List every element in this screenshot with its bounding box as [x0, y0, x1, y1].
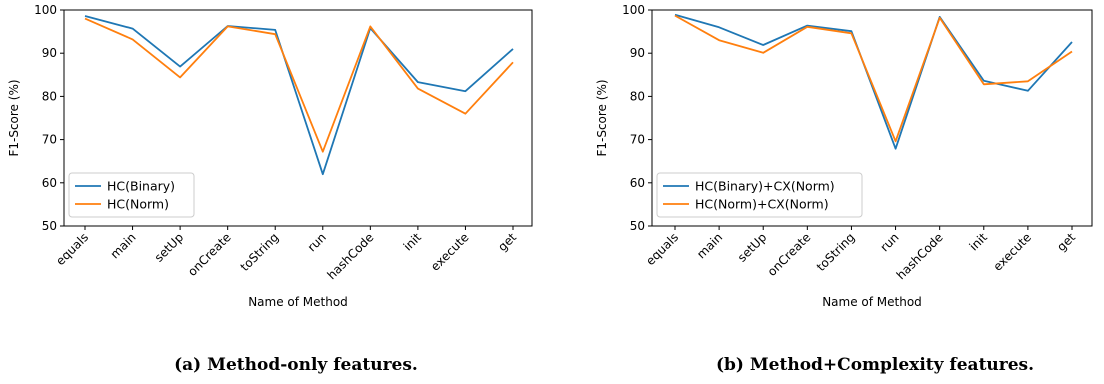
x-tick-label: run	[305, 230, 329, 254]
plot-frame	[651, 9, 1093, 227]
x-axis-label: Name of Method	[822, 295, 922, 309]
x-tick-label: execute	[428, 230, 472, 274]
series-line-1	[674, 14, 1073, 143]
legend: HC(Binary) HC(Norm)	[68, 172, 195, 218]
y-tick-label: 80	[630, 89, 645, 103]
y-tick-label: 100	[622, 3, 645, 17]
x-tick-label: onCreate	[765, 230, 814, 279]
figure-caption: (b) Method+Complexity features.	[716, 355, 1034, 375]
x-tick-label: onCreate	[185, 230, 234, 279]
x-tick-label: toString	[238, 230, 282, 274]
x-tick-label: init	[401, 230, 425, 254]
x-tick-label: main	[694, 230, 725, 261]
legend-entry: HC(Norm)+CX(Norm)	[695, 197, 829, 212]
x-tick-label: get	[495, 230, 519, 254]
y-tick-label: 50	[42, 219, 57, 233]
y-tick-label: 90	[630, 46, 645, 60]
y-axis-label: F1-Score (%)	[595, 79, 609, 156]
plot-frame	[63, 9, 533, 227]
x-tick-label: init	[967, 230, 991, 254]
y-tick-label: 60	[42, 176, 57, 190]
x-tick-label: execute	[990, 230, 1034, 274]
figure-caption: (a) Method-only features.	[174, 355, 418, 375]
legend-entry: HC(Norm)	[107, 197, 169, 212]
y-tick-label: 60	[630, 176, 645, 190]
x-tick-label: hashCode	[894, 230, 946, 282]
x-tick-label: equals	[53, 230, 91, 268]
x-tick-label: hashCode	[324, 230, 376, 282]
x-tick-label: setUp	[152, 230, 186, 264]
x-tick-label: setUp	[735, 230, 769, 264]
x-tick-label: main	[108, 230, 139, 261]
legend-entry: HC(Binary)+CX(Norm)	[695, 179, 835, 194]
x-tick-label: run	[878, 230, 902, 254]
y-tick-label: 50	[630, 219, 645, 233]
y-tick-label: 80	[42, 89, 57, 103]
legend-box	[68, 172, 195, 218]
series-line-0	[84, 15, 514, 176]
y-tick-label: 70	[42, 133, 57, 147]
legend-box	[656, 172, 863, 218]
x-tick-label: get	[1054, 230, 1078, 254]
legend-entry: HC(Binary)	[107, 179, 175, 194]
x-tick-label: equals	[643, 230, 681, 268]
legend: HC(Binary)+CX(Norm) HC(Norm)+CX(Norm)	[656, 172, 863, 218]
series-line-0	[674, 13, 1073, 150]
y-axis-label: F1-Score (%)	[7, 79, 21, 156]
x-axis-label: Name of Method	[248, 295, 348, 309]
series-line-1	[84, 17, 514, 153]
y-tick-label: 70	[630, 133, 645, 147]
x-tick-label: toString	[814, 230, 858, 274]
y-tick-label: 100	[34, 3, 57, 17]
y-tick-label: 90	[42, 46, 57, 60]
